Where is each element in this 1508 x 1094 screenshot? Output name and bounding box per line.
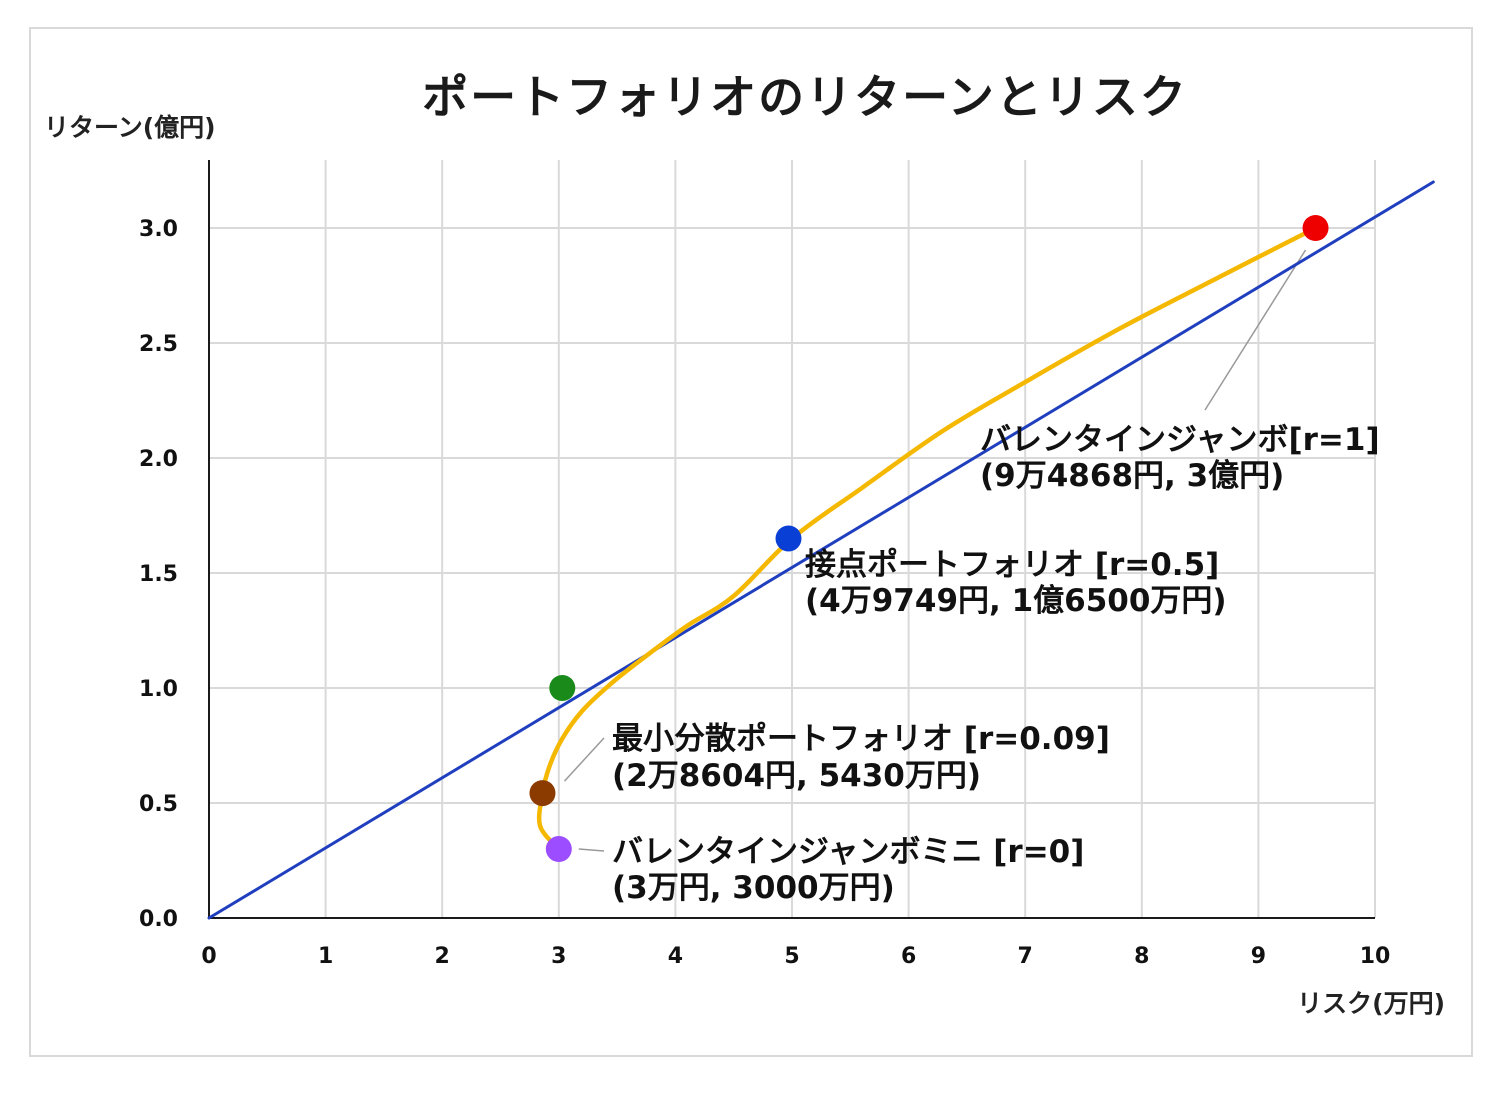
y-tick-label: 1.5 <box>139 562 178 587</box>
annotation-tangent-portfolio-label: 接点ポートフォリオ [r=0.5] <box>805 547 1219 583</box>
annotation-valentine-jumbo-label: バレンタインジャンボ[r=1] <box>980 422 1380 458</box>
axes <box>208 160 1375 919</box>
annotation-min-variance-values: (2万8604円, 5430万円) <box>612 758 981 794</box>
x-axis-title: リスク(万円) <box>1297 989 1445 1018</box>
leader-line <box>578 848 605 852</box>
x-tick-label: 5 <box>784 944 799 969</box>
y-axis-title: リターン(億円) <box>44 113 216 142</box>
annotation-tangent-portfolio: 接点ポートフォリオ [r=0.5] (4万9749円, 1億6500万円) <box>805 547 1227 619</box>
series-line-curve <box>536 225 1318 852</box>
data-point <box>1302 215 1329 241</box>
y-tick-label: 0.0 <box>139 907 178 932</box>
x-tick-labels: 0 1 2 3 4 5 6 7 8 9 10 <box>201 944 1390 969</box>
y-tick-label: 0.5 <box>139 792 178 817</box>
series-line-straight <box>207 180 1435 920</box>
annotation-valentine-jumbo-mini-values: (3万円, 3000万円) <box>612 870 895 906</box>
x-tick-label: 6 <box>901 944 916 969</box>
leader-line <box>1204 249 1307 411</box>
data-point <box>545 836 572 862</box>
annotation-valentine-jumbo-values: (9万4868円, 3億円) <box>980 458 1284 494</box>
annotation-min-variance-label: 最小分散ポートフォリオ [r=0.09] <box>612 721 1110 757</box>
x-tick-label: 9 <box>1251 944 1266 969</box>
chart-frame <box>29 27 1473 1057</box>
points <box>529 215 1329 862</box>
annotation-min-variance: 最小分散ポートフォリオ [r=0.09] (2万8604円, 5430万円) <box>612 721 1110 794</box>
x-tick-label: 10 <box>1360 944 1391 969</box>
leader-line <box>563 737 605 782</box>
data-point <box>549 675 576 701</box>
y-tick-label: 2.0 <box>139 447 178 472</box>
annotation-tangent-portfolio-values: (4万9749円, 1億6500万円) <box>805 583 1227 619</box>
chart-title: ポートフォリオのリターンとリスク <box>422 70 1188 124</box>
series <box>207 180 1435 920</box>
data-point <box>529 780 556 807</box>
x-tick-label: 4 <box>668 944 683 969</box>
data-point <box>775 525 802 552</box>
annotation-valentine-jumbo: バレンタインジャンボ[r=1] (9万4868円, 3億円) <box>980 422 1380 494</box>
leader-lines <box>563 249 1307 852</box>
y-tick-label: 1.0 <box>139 677 178 702</box>
y-tick-label: 3.0 <box>139 217 178 242</box>
x-tick-label: 8 <box>1134 944 1149 969</box>
y-tick-label: 2.5 <box>139 332 178 357</box>
x-tick-label: 7 <box>1018 944 1033 969</box>
annotation-valentine-jumbo-mini-label: バレンタインジャンボミニ [r=0] <box>612 834 1084 870</box>
x-tick-label: 3 <box>551 944 566 969</box>
x-tick-label: 0 <box>201 944 216 969</box>
x-tick-label: 1 <box>318 944 333 969</box>
annotation-valentine-jumbo-mini: バレンタインジャンボミニ [r=0] (3万円, 3000万円) <box>612 834 1084 906</box>
x-tick-label: 2 <box>435 944 450 969</box>
y-tick-labels: 0.0 0.5 1.0 1.5 2.0 2.5 3.0 <box>139 217 178 932</box>
